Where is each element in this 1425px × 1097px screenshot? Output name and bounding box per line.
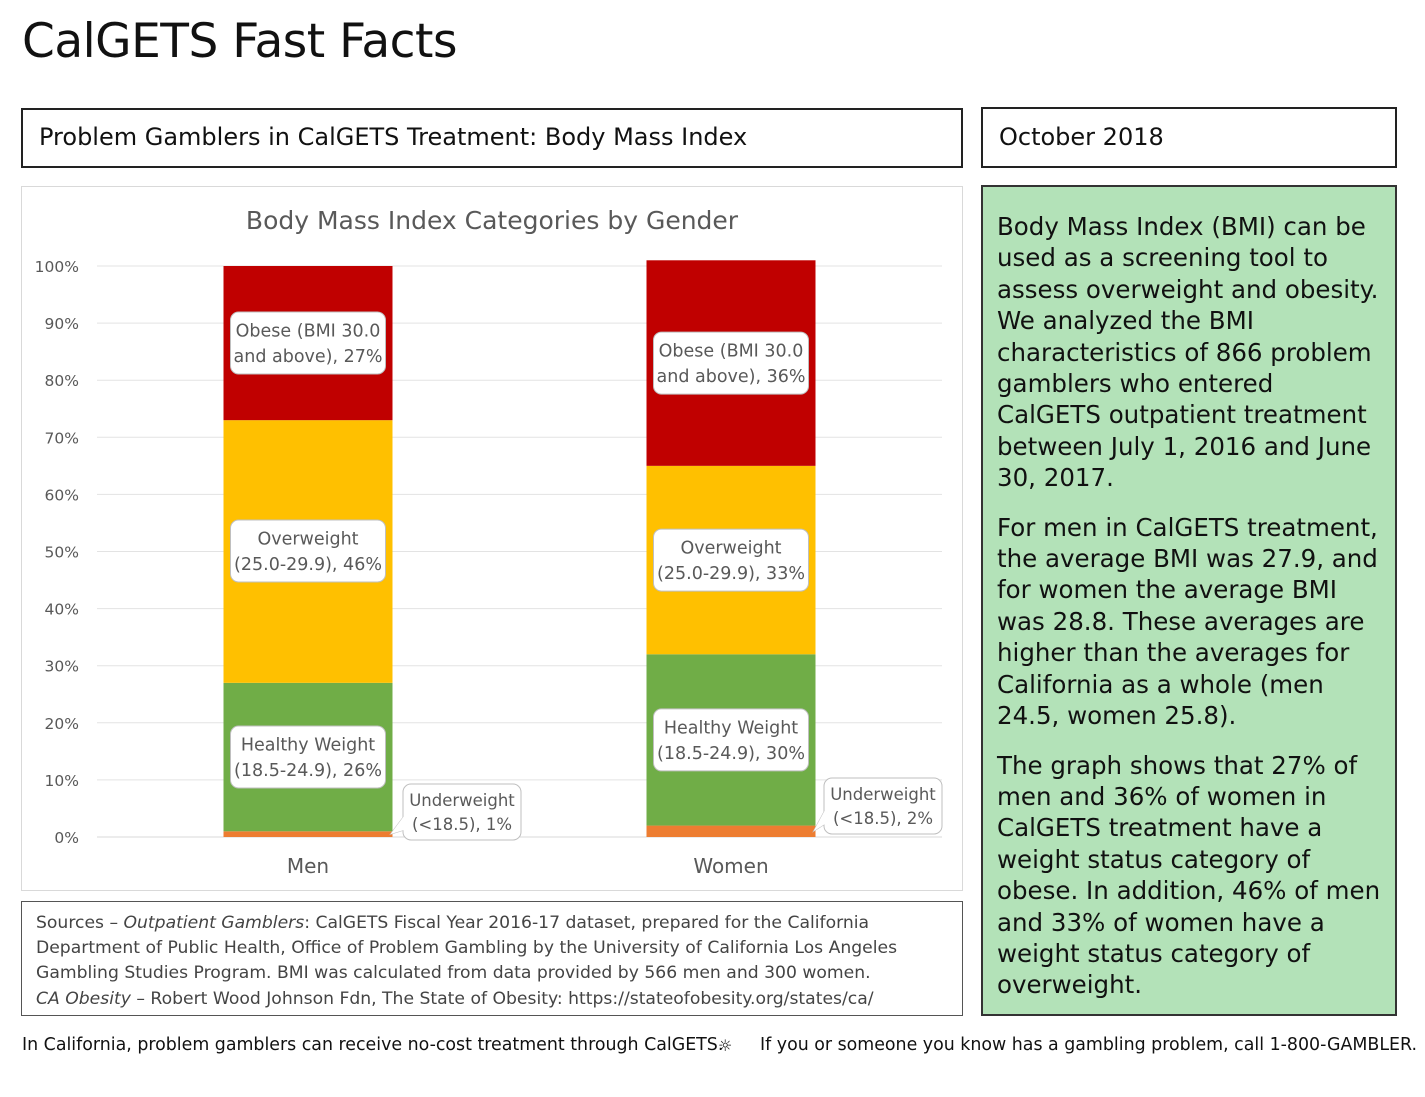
x-tick-label: Women <box>693 854 768 878</box>
callout-underweight-men-text: (<18.5), 1% <box>412 815 512 834</box>
chart-container: Body Mass Index Categories by Gender 0% 10… <box>21 186 963 891</box>
callout-obese-men-text: Obese (BMI 30.0 <box>236 322 381 342</box>
callout-healthy-women-text: (18.5-24.9), 30% <box>657 744 805 764</box>
y-tick-label: 40% <box>45 601 79 619</box>
sources-outpatient-label: Outpatient Gamblers <box>123 913 305 933</box>
callout-underweight-women-text: Underweight <box>830 785 936 804</box>
footer-right-text: If you or someone you know has a gamblin… <box>760 1035 1417 1055</box>
page-title: CalGETS Fast Facts <box>22 14 457 69</box>
callout-underweight-men-text: Underweight <box>409 791 515 810</box>
summary-paragraph-3: The graph shows that 27% of men and 36% … <box>997 750 1381 1000</box>
callout-underweight-women-box <box>823 777 943 835</box>
callout-underweight-women-text: (<18.5), 2% <box>833 809 933 828</box>
x-tick-label: Men <box>287 854 329 878</box>
subtitle-box: Problem Gamblers in CalGETS Treatment: B… <box>21 108 963 168</box>
sources-line-1: Sources – Outpatient Gamblers: CalGETS F… <box>36 911 948 936</box>
sources-line-3: Gambling Studies Program. BMI was calcul… <box>36 963 871 984</box>
subtitle-text: Problem Gamblers in CalGETS Treatment: B… <box>39 123 748 151</box>
callout-overweight-men-text: Overweight <box>257 530 358 550</box>
callout-underweight-men-box <box>402 783 522 841</box>
sources-obesity-text: – Robert Wood Johnson Fdn, The State of … <box>130 988 874 1009</box>
sun-icon: ☼ <box>718 1036 733 1055</box>
y-tick-label: 50% <box>45 544 79 562</box>
callout-healthy-men-text: Healthy Weight <box>241 736 375 756</box>
y-tick-label: 10% <box>45 772 79 790</box>
sources-prefix: Sources – <box>36 913 124 933</box>
chart-title: Body Mass Index Categories by Gender <box>246 206 739 235</box>
callout-healthy-women-box <box>653 708 809 772</box>
summary-paragraph-1: Body Mass Index (BMI) can be used as a s… <box>997 212 1379 493</box>
y-tick-label: 100% <box>35 258 79 276</box>
callout-obese-women-text: Obese (BMI 30.0 <box>659 342 804 362</box>
callout-healthy-men-text: (18.5-24.9), 26% <box>234 761 382 781</box>
y-tick-label: 90% <box>45 315 79 333</box>
callout-obese-women-box <box>653 331 809 395</box>
callout-overweight-women-text: (25.0-29.9), 33% <box>657 564 805 584</box>
callout-overweight-women-box <box>653 528 809 592</box>
sources-obesity-label: CA Obesity <box>36 988 131 1009</box>
callout-healthy-men-box <box>230 725 386 789</box>
summary-paragraph-2: For men in CalGETS treatment, the averag… <box>997 512 1378 731</box>
callout-overweight-men-box <box>230 519 386 583</box>
callout-obese-women-text: and above), 36% <box>657 367 806 387</box>
callout-underweight-women-pointer-fill <box>813 810 825 832</box>
footer-left-text: In California, problem gamblers can rece… <box>22 1035 724 1055</box>
callout-obese-men-text: and above), 27% <box>234 347 383 367</box>
y-tick-label: 0% <box>54 829 79 847</box>
callout-overweight-women-text: Overweight <box>680 539 781 559</box>
date-box: October 2018 <box>981 107 1397 168</box>
bar-segment-underweight-men <box>223 831 393 837</box>
bar-segment-underweight-women <box>646 825 816 837</box>
y-tick-label: 20% <box>45 715 79 733</box>
summary-panel: Body Mass Index (BMI) can be used as a s… <box>981 185 1397 1016</box>
date-text: October 2018 <box>999 123 1164 151</box>
sources-outpatient-text-1: : CalGETS Fiscal Year 2016-17 dataset, p… <box>304 913 870 933</box>
y-tick-label: 30% <box>45 658 79 676</box>
sources-box: Sources – Outpatient Gamblers: CalGETS F… <box>21 901 963 1016</box>
sources-line-2: Department of Public Health, Office of P… <box>36 938 898 959</box>
sources-line-4: CA Obesity – Robert Wood Johnson Fdn, Th… <box>36 987 948 1012</box>
callout-overweight-men-text: (25.0-29.9), 46% <box>234 555 382 575</box>
bmi-chart: Body Mass Index Categories by Gender 0% 10… <box>35 206 943 878</box>
y-tick-label: 70% <box>45 429 79 447</box>
y-tick-label: 80% <box>45 372 79 390</box>
callout-healthy-women-text: Healthy Weight <box>664 719 798 739</box>
callout-underweight-men-pointer-fill <box>390 816 404 835</box>
y-tick-label: 60% <box>45 486 79 504</box>
callout-obese-men-box <box>230 311 386 375</box>
